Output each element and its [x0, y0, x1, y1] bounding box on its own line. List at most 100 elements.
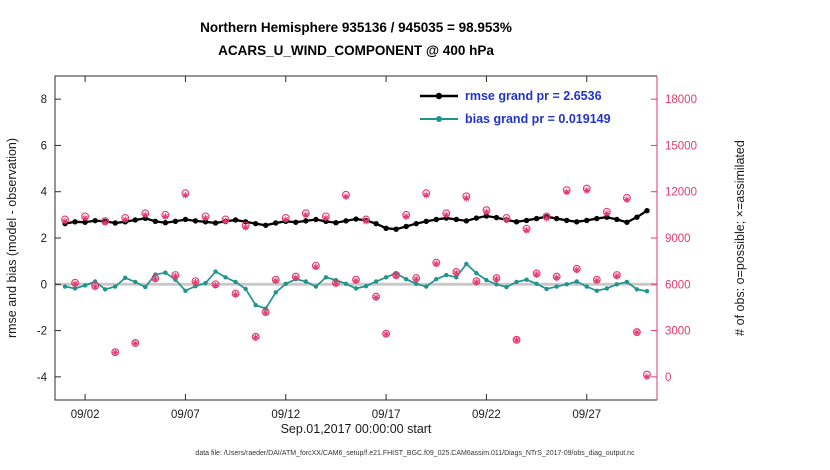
assimilated-obs-marker	[593, 277, 601, 285]
bias-point	[564, 282, 569, 287]
rmse-point	[594, 215, 600, 222]
assimilated-obs-marker	[101, 219, 109, 227]
legend-bias-marker	[436, 116, 442, 122]
y-left-tick-label: 2	[41, 233, 47, 245]
rmse-point	[232, 217, 239, 223]
bias-point	[504, 284, 509, 290]
bias-point	[273, 290, 278, 295]
assimilated-obs-marker	[553, 274, 560, 281]
bias-point	[464, 261, 469, 267]
assimilated-obs-marker	[322, 214, 330, 222]
bias-point	[434, 276, 439, 282]
assimilated-obs-marker	[152, 275, 159, 283]
bias-point	[303, 279, 309, 284]
rmse-point	[393, 226, 399, 232]
bias-point	[614, 282, 620, 287]
plot-area: 09/02 09/07 09/12 09/17 09/22 09/27 -4 -2 0 2 4 6 8 0…	[37, 75, 697, 421]
rmse-point	[72, 219, 78, 225]
rmse-point	[584, 217, 590, 224]
rmse-point	[423, 218, 429, 225]
y-left-tick-label: -4	[37, 372, 48, 384]
bias-point	[414, 281, 419, 287]
x-tick-label: 09/07	[171, 409, 200, 421]
bias-point	[233, 279, 238, 285]
x-tick-label: 09/27	[572, 409, 601, 421]
rmse-point	[172, 218, 179, 225]
rmse-point	[634, 214, 640, 220]
rmse-point	[112, 220, 118, 226]
assimilated-obs-marker	[292, 274, 300, 281]
assimilated-obs-marker	[182, 191, 189, 199]
rmse-point	[313, 216, 319, 223]
bias-point	[163, 270, 168, 275]
bias-point	[424, 284, 429, 289]
bias-point	[323, 275, 329, 280]
assimilated-obs-marker	[473, 278, 480, 286]
legend-rmse-marker	[435, 92, 443, 100]
assimilated-obs-marker	[332, 280, 340, 288]
assimilated-obs-marker	[172, 272, 179, 280]
rmse-point	[463, 218, 470, 224]
bias-point	[183, 288, 188, 293]
assimilated-obs-marker	[523, 226, 530, 234]
assimilated-obs-marker	[242, 224, 249, 231]
bias-point	[644, 289, 650, 294]
legend: rmse grand pr = 2.6536 bias grand pr = 0…	[420, 89, 611, 126]
assimilated-obs-marker	[382, 330, 390, 338]
rmse-point	[644, 207, 650, 214]
bias-point	[584, 284, 589, 289]
assimilated-obs-marker	[543, 214, 550, 222]
assimilated-obs-marker	[282, 216, 290, 223]
y-right-tick-label: 18000	[665, 94, 697, 106]
rmse-point	[202, 219, 209, 225]
rmse-point	[152, 218, 159, 225]
bias-point	[62, 284, 68, 289]
bias-point	[113, 284, 118, 289]
assimilated-obs-marker	[412, 275, 420, 283]
bias-point	[343, 281, 349, 287]
bias-point	[403, 276, 409, 282]
bias-point	[203, 280, 208, 286]
bias-point	[363, 283, 369, 289]
rmse-point	[493, 214, 500, 221]
assimilated-obs-marker	[342, 193, 350, 200]
rmse-point	[604, 214, 610, 220]
bias-point	[524, 277, 529, 282]
chart-title-line1: Northern Hemisphere 935136 / 945035 = 98…	[200, 20, 512, 35]
bias-point	[72, 286, 78, 291]
assimilated-obs-marker	[483, 208, 490, 216]
assimilated-obs-marker	[503, 216, 510, 223]
rmse-point	[273, 220, 279, 226]
assimilated-obs-marker	[131, 340, 139, 347]
rmse-point	[303, 218, 309, 224]
assimilated-obs-marker	[111, 349, 119, 356]
assimilated-obs-marker	[352, 277, 360, 285]
y-left-tick-label: -2	[37, 326, 47, 338]
bias-point	[624, 279, 630, 285]
bias-point	[634, 287, 640, 292]
bias-point	[383, 275, 389, 280]
rmse-point	[473, 215, 480, 221]
bias-point	[253, 302, 258, 308]
y-left-tick-label: 8	[41, 94, 47, 106]
bias-point	[133, 279, 138, 285]
y-axis-left-label: rmse and bias (model - observation)	[5, 138, 19, 338]
assimilated-obs-marker	[162, 213, 169, 220]
x-tick-label: 09/22	[472, 409, 501, 421]
assimilated-obs-marker	[392, 272, 400, 280]
rmse-point	[413, 220, 419, 227]
assimilated-obs-marker	[202, 214, 209, 222]
bias-point	[484, 277, 489, 283]
y-axis-right-label: # of obs: o=possible; ×=assimilated	[733, 140, 747, 336]
rmse-point	[192, 218, 199, 224]
assimilated-obs-marker	[432, 260, 440, 268]
legend-bias-label: bias grand pr = 0.019149	[465, 112, 611, 126]
rmse-point	[383, 225, 389, 231]
assimilated-obs-marker	[372, 294, 380, 301]
bias-point	[594, 288, 599, 293]
assimilated-obs-marker	[573, 266, 581, 274]
assimilated-obs-marker	[643, 373, 651, 381]
bias-point	[574, 279, 579, 284]
